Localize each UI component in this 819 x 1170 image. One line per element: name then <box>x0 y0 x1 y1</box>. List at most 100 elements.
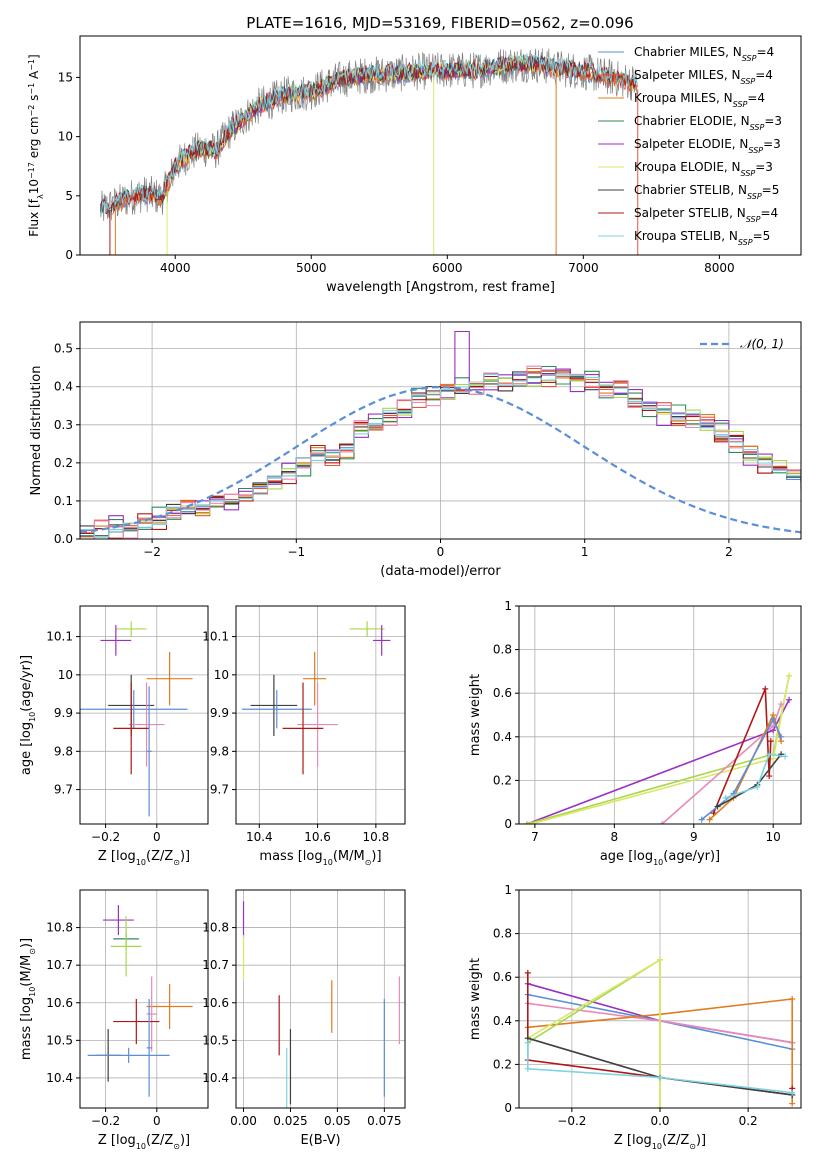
weight-series <box>527 998 793 1104</box>
svg-text:Salpeter MILES, NSSP=4: Salpeter MILES, NSSP=4 <box>634 68 773 86</box>
svg-text:𝒩(0, 1): 𝒩(0, 1) <box>740 337 784 351</box>
error-cross <box>146 999 152 1097</box>
panel-residuals: −2 −1 0 1 2 0.0 0.1 0.2 0.3 0.4 0.5 (data-model)/er… <box>29 321 802 579</box>
y-tick-label: 10.4 <box>202 1071 229 1085</box>
weight-marker <box>767 738 774 745</box>
x-tick-label: 8 <box>611 830 619 844</box>
x-tick-label: 8000 <box>704 261 735 275</box>
y-tick-label: 0.1 <box>54 494 73 508</box>
error-cross <box>241 690 312 729</box>
y-tick-label: 0.2 <box>493 1057 512 1071</box>
weight-marker <box>523 821 530 824</box>
weight-marker <box>658 821 665 824</box>
plot-area-residuals <box>80 330 801 539</box>
weight-marker <box>722 794 729 801</box>
histogram-series <box>80 365 801 539</box>
error-cross <box>372 625 391 656</box>
y-tick-label: 10.8 <box>202 921 229 935</box>
y-tick-label: 1 <box>504 883 512 897</box>
y-tick-label: 0.2 <box>54 456 73 470</box>
weight-marker <box>766 773 773 780</box>
weight-marker <box>786 696 793 703</box>
axes-frame <box>518 605 802 825</box>
x-tick-label: 9 <box>690 830 698 844</box>
x-tick-label: −0.2 <box>91 1114 120 1128</box>
y-tick-label: 0.6 <box>493 970 512 984</box>
x-tick-label: 10 <box>766 830 781 844</box>
panel-spectrum: 4000 5000 6000 7000 8000 0 5 10 15 wavelength [An… <box>27 35 802 295</box>
y-tick-label: 1 <box>504 599 512 613</box>
y-tick-label: 10.7 <box>202 958 229 972</box>
plot-area-weight_vs_z <box>524 956 796 1108</box>
y-tick-label: 9.8 <box>210 744 229 758</box>
x-tick-label: 0.075 <box>367 1114 401 1128</box>
x-tick-label: −2 <box>143 545 161 559</box>
error-cross <box>87 1047 170 1063</box>
x-tick-label: 0.0 <box>650 1114 669 1128</box>
svg-text:Kroupa MILES, NSSP=4: Kroupa MILES, NSSP=4 <box>634 91 765 109</box>
axes-frame <box>235 605 406 825</box>
panel-age_vs_z: −0.2 0 9.7 9.8 9.9 10 10.1 Z [log10(Z/Z⊙)] age [… <box>19 605 209 867</box>
x-tick-label: 10.8 <box>363 830 390 844</box>
svg-text:Salpeter STELIB, NSSP=4: Salpeter STELIB, NSSP=4 <box>634 206 778 224</box>
x-tick-label: −0.2 <box>91 830 120 844</box>
y-tick-label: 9.9 <box>210 706 229 720</box>
svg-text:Chabrier MILES, NSSP=4: Chabrier MILES, NSSP=4 <box>634 45 774 63</box>
legend-entry: Kroupa ELODIE, NSSP=3 <box>598 160 773 178</box>
weight-marker <box>754 783 761 790</box>
weight-marker <box>657 1074 663 1081</box>
x-axis-label: wavelength [Angstrom, rest frame] <box>326 280 555 295</box>
weight-series <box>725 753 786 799</box>
x-axis-label: Z [log10(Z/Z⊙)] <box>614 1133 706 1151</box>
panel-mass_vs_ebv: 0.00 0.025 0.05 0.075 10.4 10.5 10.6 10.7 10.8 E(… <box>202 889 406 1148</box>
plot-area-weight_vs_age <box>523 672 793 824</box>
y-tick-label: 10 <box>58 668 73 682</box>
x-axis-label: Z [log10(Z/Z⊙)] <box>98 1133 190 1151</box>
panel-weight_vs_z: −0.2 0.0 0.2 0 0.2 0.4 0.6 0.8 1 Z [log10(Z/Z⊙)] m… <box>468 883 802 1151</box>
error-cross <box>115 621 147 637</box>
x-tick-label: −1 <box>287 545 305 559</box>
y-tick-label: 9.8 <box>54 744 73 758</box>
error-cross <box>146 686 152 817</box>
x-tick-label: 7000 <box>568 261 599 275</box>
error-cross <box>297 682 338 767</box>
weight-marker <box>786 672 793 679</box>
x-axis-label: mass [log10(M/M⊙)] <box>259 849 381 867</box>
y-tick-label: 0.3 <box>54 418 73 432</box>
error-cross <box>349 621 385 637</box>
legend-entry: Chabrier MILES, NSSP=4 <box>598 45 774 63</box>
y-axis-label: Normed distribution <box>29 366 44 496</box>
weight-marker <box>778 701 785 708</box>
weight-marker <box>766 751 773 758</box>
x-tick-label: 0.00 <box>230 1114 257 1128</box>
y-tick-label: 10 <box>58 130 73 144</box>
weight-marker <box>789 1100 796 1107</box>
axes-frame <box>235 889 406 1109</box>
x-tick-label: 0.2 <box>739 1114 758 1128</box>
error-cross <box>146 651 193 706</box>
x-tick-label: 0 <box>153 830 161 844</box>
x-tick-label: 6000 <box>432 261 463 275</box>
y-axis-label: Flux [fλ10−17 erg cm−2 s−1 A−1] <box>27 54 45 236</box>
panel-mass_vs_z: −0.2 0 10.4 10.5 10.6 10.7 10.8 Z [log10(Z/Z⊙)]… <box>19 889 209 1151</box>
error-cross <box>103 905 134 936</box>
y-tick-label: 0 <box>65 248 73 262</box>
legend-entry: Chabrier ELODIE, NSSP=3 <box>598 114 782 132</box>
weight-marker <box>789 1089 796 1096</box>
error-cross <box>100 625 132 656</box>
y-tick-label: 0 <box>504 1101 512 1115</box>
y-tick-label: 0.2 <box>493 773 512 787</box>
weight-marker <box>789 996 796 1002</box>
legend-entry: Salpeter MILES, NSSP=4 <box>598 68 773 86</box>
x-tick-label: 2 <box>725 545 733 559</box>
y-tick-label: 10.5 <box>46 1033 73 1047</box>
svg-text:Kroupa STELIB, NSSP=5: Kroupa STELIB, NSSP=5 <box>634 229 770 247</box>
error-cross <box>113 682 150 775</box>
weight-marker <box>524 1039 531 1046</box>
weight-marker <box>657 1105 663 1108</box>
y-tick-label: 10.6 <box>46 996 73 1010</box>
weight-marker <box>778 733 785 740</box>
y-tick-label: 9.7 <box>210 783 229 797</box>
x-tick-label: 1 <box>581 545 589 559</box>
